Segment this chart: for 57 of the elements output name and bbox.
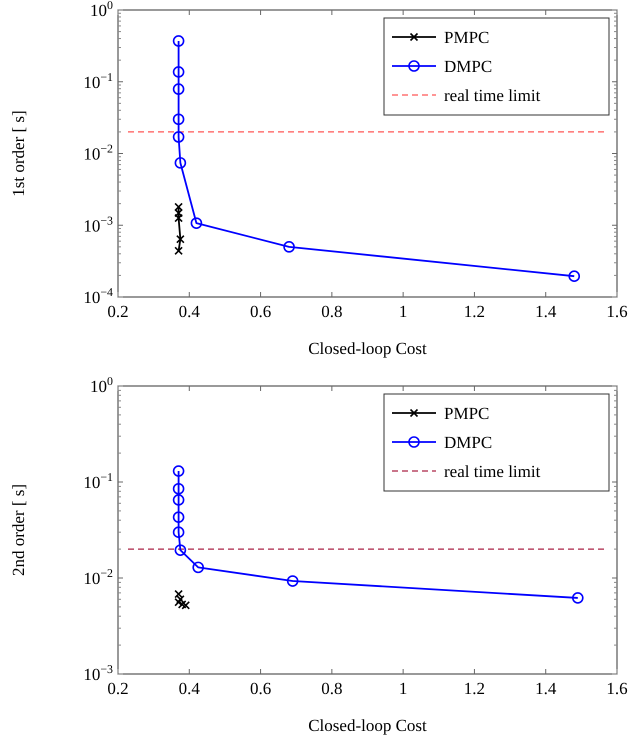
point xyxy=(172,83,184,95)
x-axis-title: Closed-loop Cost xyxy=(308,716,428,735)
point xyxy=(568,270,580,282)
x-tick-label: 1.6 xyxy=(606,302,628,321)
point xyxy=(172,511,184,523)
point xyxy=(172,35,184,47)
point xyxy=(283,241,295,253)
point xyxy=(174,214,183,222)
y-tick-label: 10$^{−1}$ xyxy=(83,70,114,92)
y-tick-label: 10$^{−3}$ xyxy=(83,213,114,236)
legend-label: PMPC xyxy=(444,28,490,47)
point xyxy=(174,157,186,169)
x-tick-label: 1.6 xyxy=(606,679,628,698)
legend-label: real time limit xyxy=(444,86,541,105)
point xyxy=(190,217,202,229)
legend-label: DMPC xyxy=(444,57,492,76)
point xyxy=(174,544,186,556)
x-tick-label: 0.8 xyxy=(321,302,342,321)
legend-label: PMPC xyxy=(444,404,490,423)
x-tick-label: 0.6 xyxy=(250,302,272,321)
x-tick-label: 1 xyxy=(398,302,408,321)
y-tick-label: 10$^{−1}$ xyxy=(83,470,114,492)
point xyxy=(172,465,184,477)
point xyxy=(172,482,184,495)
y-axis-title: 2nd order [ s] xyxy=(9,484,28,576)
x-tick-label: 1 xyxy=(398,679,408,698)
x-tick-label: 0.4 xyxy=(178,302,200,321)
y-axis-title: 1st order [ s] xyxy=(9,110,28,197)
y-tick-label: 10$^{−2}$ xyxy=(83,142,114,164)
point xyxy=(286,575,298,587)
x-tick-label: 1.4 xyxy=(535,679,557,698)
point xyxy=(172,113,184,126)
point xyxy=(176,594,185,604)
x-axis-title: Closed-loop Cost xyxy=(308,339,428,358)
point xyxy=(174,202,183,212)
point xyxy=(172,526,184,538)
point xyxy=(172,494,184,506)
point xyxy=(174,246,183,256)
legend-label: DMPC xyxy=(444,433,492,452)
x-tick-label: 0.8 xyxy=(321,679,342,698)
point xyxy=(172,66,184,78)
point xyxy=(174,208,183,218)
point xyxy=(174,590,183,598)
x-tick-label: 0.6 xyxy=(250,679,272,698)
x-tick-label: 0.4 xyxy=(178,679,200,698)
point xyxy=(176,234,185,244)
y-tick-label: 10$^{−2}$ xyxy=(83,566,114,588)
point xyxy=(172,131,184,143)
point xyxy=(178,600,186,609)
legend-label: real time limit xyxy=(444,462,541,481)
x-tick-label: 1.2 xyxy=(464,679,486,698)
x-tick-label: 1.4 xyxy=(535,302,557,321)
x-tick-label: 1.2 xyxy=(464,302,486,321)
point xyxy=(192,562,204,574)
point xyxy=(572,592,584,604)
y-tick-label: 10$^{0}$ xyxy=(90,0,114,20)
y-tick-label: 10$^{0}$ xyxy=(90,374,114,396)
